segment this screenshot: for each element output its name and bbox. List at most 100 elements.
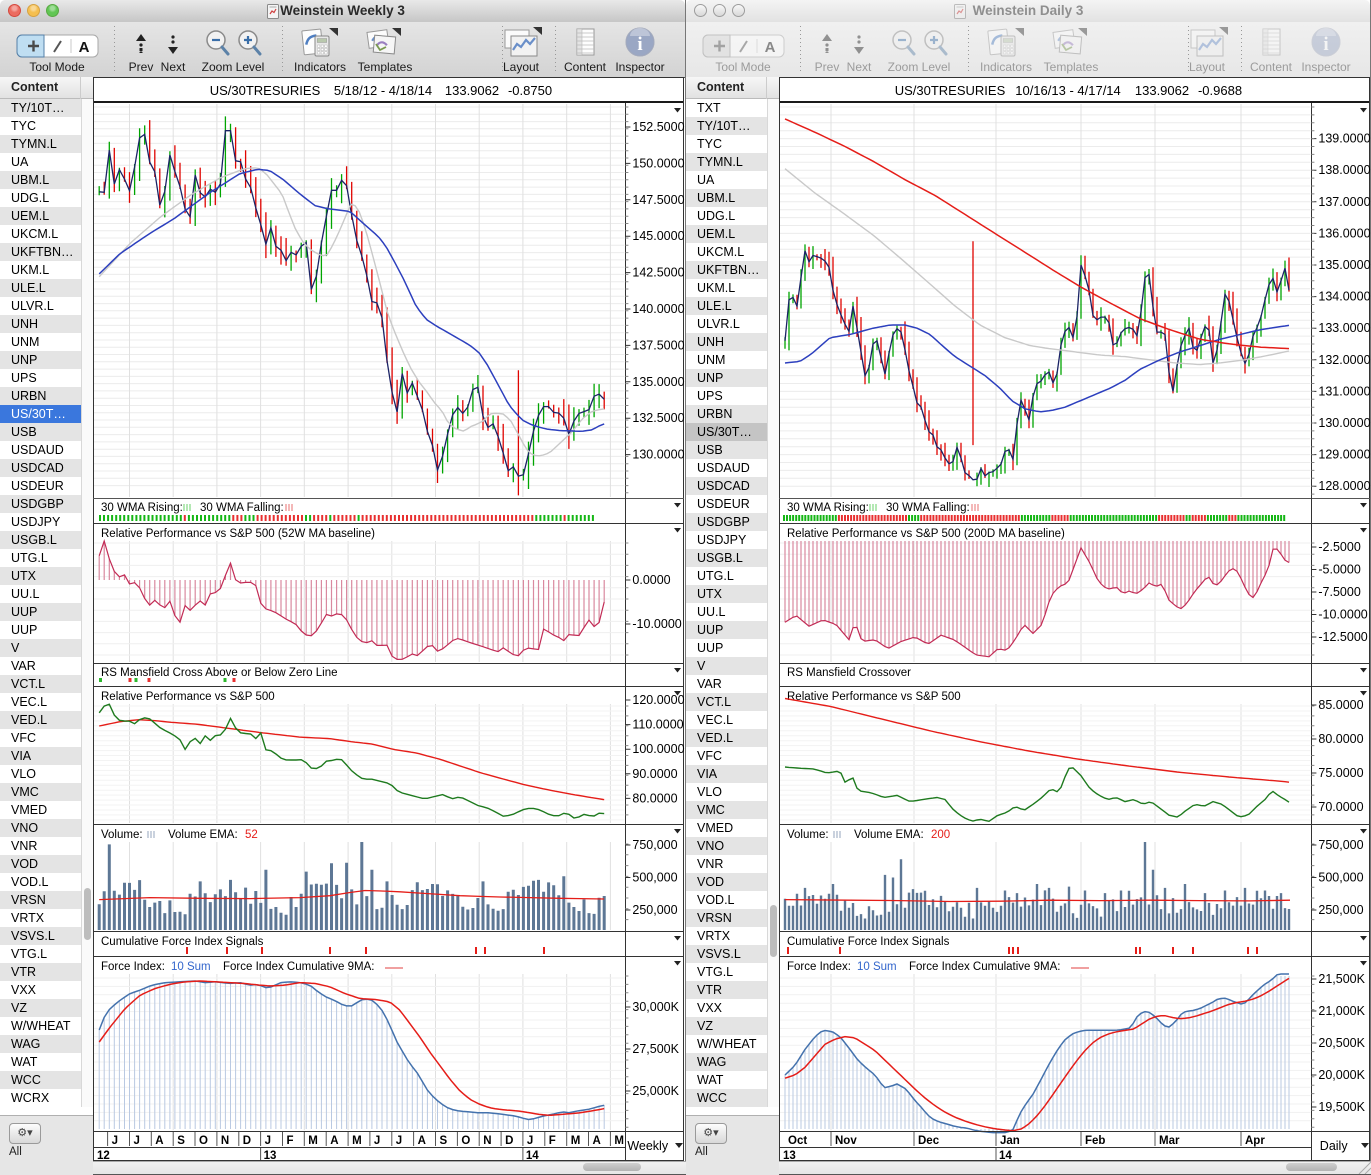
svg-text:133.9062: 133.9062 [445, 83, 499, 98]
svg-text:150.0000: 150.0000 [632, 156, 684, 170]
svg-text:14: 14 [526, 1150, 539, 1162]
svg-text:O: O [461, 1135, 470, 1147]
svg-text:Dec: Dec [918, 1135, 940, 1147]
svg-text:25,000K: 25,000K [632, 1084, 679, 1098]
svg-text:137.5000: 137.5000 [632, 338, 684, 352]
svg-text:A: A [765, 39, 776, 56]
svg-text:140.0000: 140.0000 [632, 302, 684, 316]
svg-text:750,000: 750,000 [632, 838, 677, 852]
svg-text:129.0000: 129.0000 [1318, 448, 1370, 462]
svg-text:135.0000: 135.0000 [1318, 258, 1370, 272]
svg-text:-2.5000: -2.5000 [1318, 540, 1360, 554]
svg-text:Relative Performance vs S&P 50: Relative Performance vs S&P 500 [787, 691, 961, 703]
svg-text:130.0000: 130.0000 [1318, 416, 1370, 430]
svg-text:134.0000: 134.0000 [1318, 290, 1370, 304]
svg-text:137.0000: 137.0000 [1318, 195, 1370, 209]
svg-text:30,000K: 30,000K [632, 1000, 679, 1014]
svg-text:-7.5000: -7.5000 [1318, 585, 1360, 599]
svg-text:-10.0000: -10.0000 [632, 617, 681, 631]
svg-text:138.0000: 138.0000 [1318, 163, 1370, 177]
svg-text:5/18/12 - 4/18/14: 5/18/12 - 4/18/14 [334, 83, 432, 98]
svg-text:500,000: 500,000 [1318, 871, 1363, 885]
svg-text:Volume EMA:: Volume EMA: [168, 829, 238, 841]
svg-text:100.0000: 100.0000 [632, 742, 684, 756]
svg-text:Cumulative Force Index Signals: Cumulative Force Index Signals [101, 936, 264, 948]
svg-text:130.0000: 130.0000 [632, 448, 684, 462]
svg-text:21,000K: 21,000K [1318, 1004, 1365, 1018]
svg-text:M: M [352, 1135, 362, 1147]
svg-text:30 WMA Rising:: 30 WMA Rising: [787, 502, 869, 514]
svg-text:F: F [287, 1135, 294, 1147]
svg-text:-0.9688: -0.9688 [1198, 83, 1242, 98]
svg-text:J: J [265, 1135, 271, 1147]
svg-text:135.0000: 135.0000 [632, 375, 684, 389]
svg-text:75.0000: 75.0000 [1318, 766, 1363, 780]
svg-text:Daily: Daily [1320, 1139, 1349, 1153]
svg-text:Oct: Oct [788, 1135, 807, 1147]
svg-text:147.5000: 147.5000 [632, 193, 684, 207]
svg-text:J: J [112, 1135, 118, 1147]
svg-text:131.0000: 131.0000 [1318, 384, 1370, 398]
svg-text:Relative Performance vs S&P 50: Relative Performance vs S&P 500 (200D MA… [787, 528, 1065, 540]
svg-text:136.0000: 136.0000 [1318, 226, 1370, 240]
svg-text:J: J [527, 1135, 533, 1147]
svg-text:110.0000: 110.0000 [632, 718, 683, 732]
svg-text:30 WMA Rising:: 30 WMA Rising: [101, 502, 183, 514]
svg-text:D: D [505, 1135, 513, 1147]
svg-text:10/16/13 - 4/17/14: 10/16/13 - 4/17/14 [1015, 83, 1121, 98]
svg-text:133.0000: 133.0000 [1318, 321, 1370, 335]
svg-text:O: O [199, 1135, 208, 1147]
svg-text:M: M [614, 1135, 624, 1147]
svg-text:52: 52 [245, 829, 258, 841]
svg-text:Weekly: Weekly [627, 1139, 669, 1153]
svg-text:-5.0000: -5.0000 [1318, 563, 1360, 577]
svg-text:A: A [418, 1135, 426, 1147]
svg-text:27,500K: 27,500K [632, 1042, 679, 1056]
svg-text:US/30TRESURIES: US/30TRESURIES [210, 83, 321, 98]
svg-text:250,000: 250,000 [632, 903, 677, 917]
svg-text:-0.8750: -0.8750 [508, 83, 552, 98]
svg-text:US/30TRESURIES: US/30TRESURIES [895, 83, 1006, 98]
svg-text:N: N [483, 1135, 491, 1147]
svg-text:12: 12 [97, 1150, 110, 1162]
svg-text:i: i [637, 34, 642, 55]
svg-text:21,500K: 21,500K [1318, 972, 1365, 986]
svg-text:A: A [330, 1135, 338, 1147]
svg-text:M: M [308, 1135, 318, 1147]
svg-text:A: A [155, 1135, 163, 1147]
svg-text:Volume:: Volume: [787, 829, 829, 841]
svg-text:10 Sum: 10 Sum [171, 961, 211, 973]
svg-text:90.0000: 90.0000 [632, 767, 677, 781]
svg-text:80.0000: 80.0000 [1318, 732, 1363, 746]
svg-text:Relative Performance vs S&P 50: Relative Performance vs S&P 500 (52W MA … [101, 528, 375, 540]
svg-text:-12.5000: -12.5000 [1318, 630, 1367, 644]
svg-text:13: 13 [264, 1150, 277, 1162]
svg-text:120.0000: 120.0000 [632, 693, 684, 707]
svg-text:N: N [221, 1135, 229, 1147]
svg-text:F: F [549, 1135, 556, 1147]
svg-text:Force Index:: Force Index: [787, 961, 851, 973]
svg-text:J: J [396, 1135, 402, 1147]
svg-text:80.0000: 80.0000 [632, 791, 677, 805]
svg-text:200: 200 [931, 829, 950, 841]
svg-text:Force Index:: Force Index: [101, 961, 165, 973]
svg-text:RS Mansfield Cross Above or Be: RS Mansfield Cross Above or Below Zero L… [101, 667, 338, 679]
svg-text:500,000: 500,000 [632, 871, 677, 885]
svg-text:142.5000: 142.5000 [632, 266, 684, 280]
svg-text:128.0000: 128.0000 [1318, 479, 1370, 493]
svg-text:Apr: Apr [1245, 1135, 1265, 1147]
svg-text:S: S [440, 1135, 448, 1147]
svg-text:Jan: Jan [1000, 1135, 1020, 1147]
svg-text:10 Sum: 10 Sum [857, 961, 897, 973]
svg-text:J: J [134, 1135, 140, 1147]
svg-text:Force Index Cumulative 9MA:: Force Index Cumulative 9MA: [909, 961, 1060, 973]
svg-text:J: J [374, 1135, 380, 1147]
svg-text:145.0000: 145.0000 [632, 229, 684, 243]
svg-text:0.0000: 0.0000 [632, 573, 670, 587]
svg-text:Relative Performance vs S&P 50: Relative Performance vs S&P 500 [101, 691, 275, 703]
svg-text:Mar: Mar [1159, 1135, 1180, 1147]
svg-text:Volume EMA:: Volume EMA: [854, 829, 924, 841]
svg-text:Nov: Nov [835, 1135, 857, 1147]
svg-text:30 WMA Falling:: 30 WMA Falling: [886, 502, 970, 514]
svg-text:133.9062: 133.9062 [1135, 83, 1189, 98]
